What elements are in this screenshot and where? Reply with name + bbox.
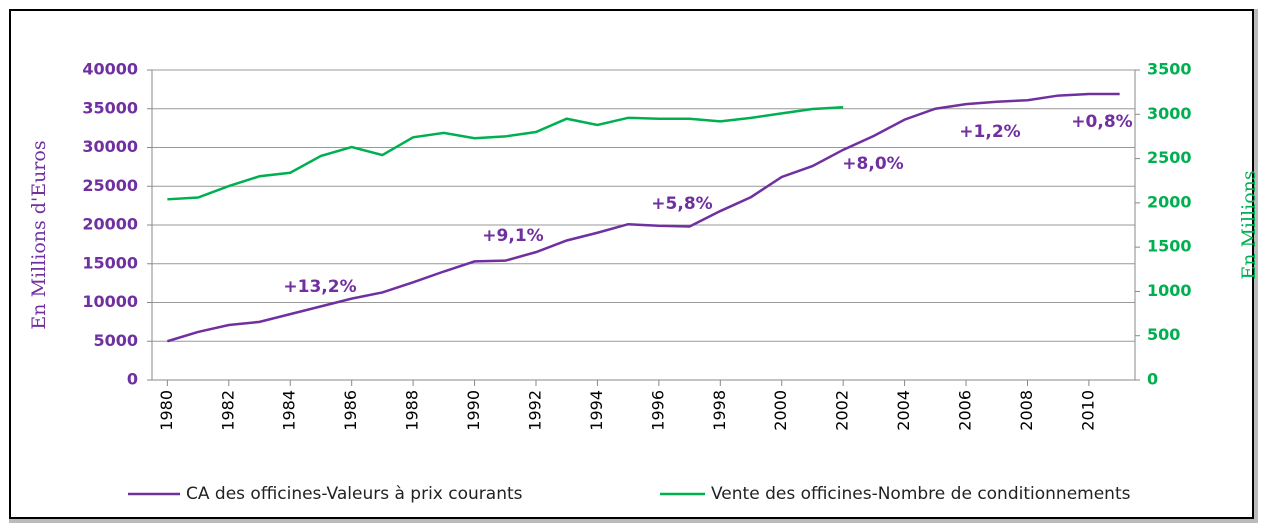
annotation: +0,8% [1071, 112, 1132, 132]
x-tick-label: 2006 [956, 390, 975, 431]
y2-tick-label: 2500 [1147, 148, 1192, 167]
x-tick-label: 2010 [1078, 390, 1097, 431]
y-axis-title: En Millions d'Euros [28, 140, 50, 329]
y2-tick-label: 500 [1147, 325, 1180, 344]
x-tick-label: 1982 [218, 390, 237, 431]
series-line [167, 105, 844, 201]
x-tick-label: 1986 [341, 390, 360, 431]
x-tick-label: 1994 [587, 390, 606, 431]
y2-tick-label: 3000 [1147, 104, 1192, 123]
x-tick-label: 1998 [710, 390, 729, 431]
annotation: +13,2% [283, 277, 356, 297]
y2-tick-label: 3500 [1147, 60, 1192, 79]
y-tick-label: 15000 [82, 253, 138, 272]
y-tick-label: 0 [127, 370, 138, 389]
y-tick-label: 20000 [82, 215, 138, 234]
annotation: +9,1% [482, 226, 543, 246]
annotation: +1,2% [959, 122, 1020, 142]
y2-axis-title: En Millions [1238, 170, 1260, 279]
y2-tick-label: 0 [1147, 370, 1158, 389]
x-tick-label: 1980 [157, 390, 176, 431]
x-tick-label: 1996 [648, 390, 667, 431]
x-tick-label: 2000 [771, 390, 790, 431]
y-tick-label: 25000 [82, 176, 138, 195]
y-tick-label: 30000 [82, 137, 138, 156]
y-tick-label: 10000 [82, 292, 138, 311]
x-tick-label: 2002 [833, 390, 852, 431]
x-tick-label: 1984 [280, 390, 299, 431]
y-tick-label: 40000 [82, 60, 138, 79]
annotation: +5,8% [651, 194, 712, 214]
y-tick-label: 5000 [93, 331, 138, 350]
y2-tick-label: 1000 [1147, 281, 1192, 300]
legend-label: CA des officines-Valeurs à prix courants [186, 484, 523, 504]
x-tick-label: 1992 [525, 390, 544, 431]
x-tick-label: 2004 [894, 390, 913, 431]
y2-tick-label: 2000 [1147, 192, 1192, 211]
annotation: +8,0% [842, 154, 903, 174]
y-tick-label: 35000 [82, 98, 138, 117]
legend-label: Vente des officines-Nombre de conditionn… [711, 484, 1131, 504]
x-tick-label: 1988 [403, 390, 422, 431]
y2-tick-label: 1500 [1147, 237, 1192, 256]
series-line [166, 92, 1120, 343]
x-tick-label: 1990 [464, 390, 483, 431]
x-tick-label: 2008 [1017, 390, 1036, 431]
